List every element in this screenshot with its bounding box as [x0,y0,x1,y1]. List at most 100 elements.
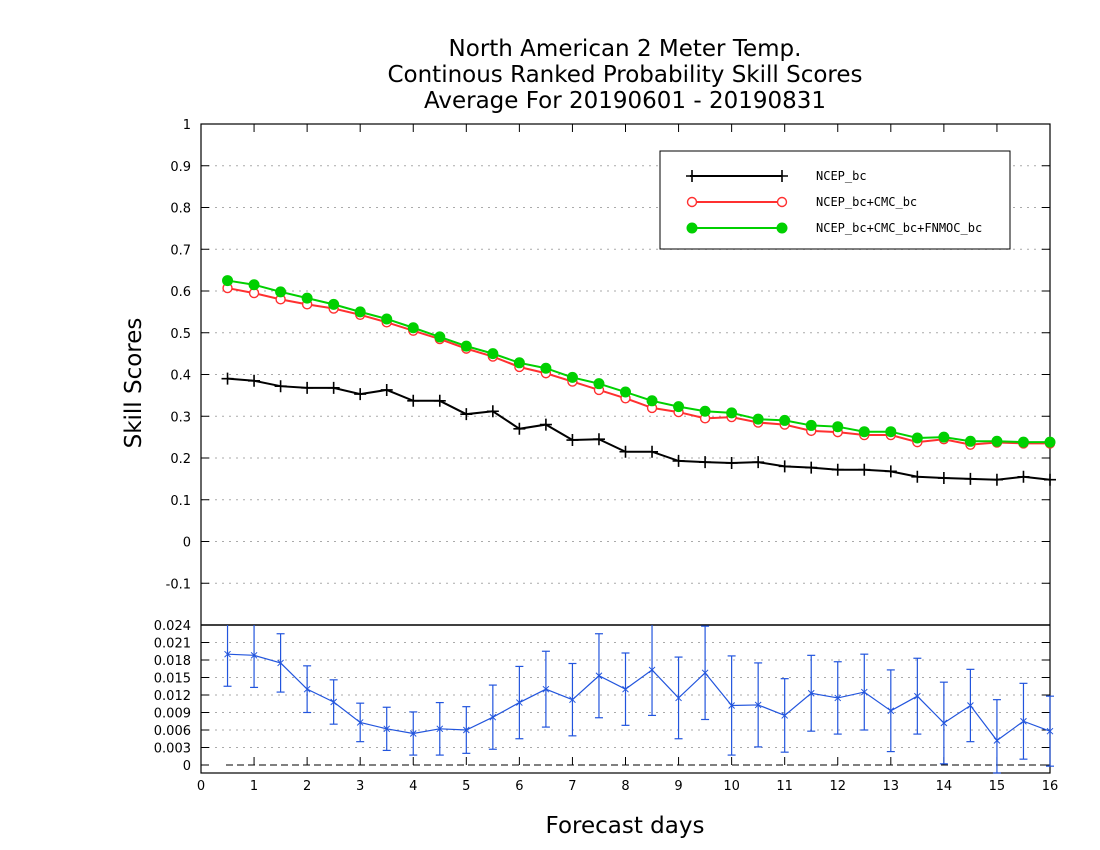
data-point [779,414,791,426]
difference-point [1046,727,1054,735]
x-tick-label: 3 [356,779,364,794]
difference-line [227,653,1051,742]
difference-point [542,685,550,693]
lower-y-tick-label: 0 [183,759,191,774]
data-point [486,405,499,418]
legend-swatch-marker [776,222,788,234]
difference-point [993,737,1001,744]
x-tick-label: 8 [621,779,629,794]
lower-y-tick-label: 0.003 [154,742,191,757]
legend-label: NCEP_bc+CMC_bc+FNMOC_bc [816,221,982,235]
data-point [699,405,711,417]
data-point [539,418,552,431]
data-point [380,383,393,396]
data-point [990,473,1003,486]
series-line [227,287,1050,446]
difference-point [887,707,895,715]
y-tick-label: -0.1 [166,577,191,592]
title-line-2: Continous Ranked Probability Skill Score… [387,62,863,88]
legend-swatch-marker [776,196,788,208]
x-tick-label: 16 [1042,779,1059,794]
data-point [566,371,578,383]
data-point [858,426,870,438]
x-tick-label: 15 [989,779,1006,794]
data-point [328,298,340,310]
difference-point [409,730,417,737]
data-point [964,435,976,447]
x-tick-label: 2 [303,779,311,794]
difference-point [967,702,974,709]
legend-swatch-marker [776,170,788,182]
lower-y-tick-label: 0.021 [154,637,191,652]
difference-point [250,651,258,659]
difference-point [781,712,789,719]
x-tick-label: 4 [409,779,417,794]
difference-point [675,694,682,702]
data-point [911,432,923,444]
y-tick-label: 0.8 [170,202,191,217]
data-point [433,394,446,407]
data-point [619,445,632,458]
legend-label: NCEP_bc+CMC_bc [816,195,917,209]
difference-point [436,725,444,733]
data-point [858,463,871,476]
x-tick-label: 1 [250,779,258,794]
data-point [354,306,366,318]
difference-point [940,719,948,727]
data-point [248,279,260,291]
lower-y-tick-label: 0.012 [154,689,191,704]
title-line-1: North American 2 Meter Temp. [448,36,802,62]
data-point [752,413,764,425]
lower-y-tick-label: 0.009 [154,707,191,722]
y-tick-label: 0.2 [170,452,191,467]
difference-point [860,688,868,696]
y-tick-label: 0.3 [170,410,191,425]
data-point [301,292,313,304]
lower-y-tick-label: 0.006 [154,724,191,739]
data-point [646,395,658,407]
data-point [407,394,420,407]
difference-layer [223,625,1054,774]
x-tick-label: 13 [883,779,900,794]
difference-point [728,702,735,709]
x-tick-label: 9 [674,779,682,794]
data-point [884,465,897,478]
y-tick-label: 0.7 [170,243,191,258]
series-layer [221,275,1056,486]
lower-y-tick-label: 0.015 [154,672,191,687]
series-0 [221,372,1056,486]
data-point [725,457,738,470]
x-tick-label: 10 [723,779,740,794]
data-point [592,433,605,446]
legend-item-0: NCEP_bc [686,169,867,183]
data-point [434,331,446,343]
difference-point [277,659,284,667]
difference-point [1020,717,1027,725]
difference-point [834,694,842,702]
data-point [646,445,659,458]
series-line [227,279,1050,444]
data-point [699,456,712,469]
data-point [964,472,977,485]
data-point [752,456,765,469]
y-tick-label: 0 [183,536,191,551]
y-tick-label: 0.9 [170,160,191,175]
data-point [672,454,685,467]
difference-point [595,672,603,680]
data-point [1044,473,1056,486]
data-point [327,381,340,394]
difference-point [569,696,576,704]
series-2 [222,275,1056,448]
lower-grid [201,642,1050,748]
data-point [540,362,552,374]
data-point [274,380,287,393]
x-axis: 0 1 2 3 4 5 6 7 8 9 10 11 12 13 14 15 16 [197,124,1058,794]
x-tick-label: 14 [936,779,953,794]
data-point [885,426,897,438]
data-point [726,407,738,419]
data-point [911,470,924,483]
data-point [221,372,234,385]
difference-point [383,725,391,733]
difference-point [622,685,629,693]
legend-item-1: NCEP_bc+CMC_bc [686,195,917,209]
